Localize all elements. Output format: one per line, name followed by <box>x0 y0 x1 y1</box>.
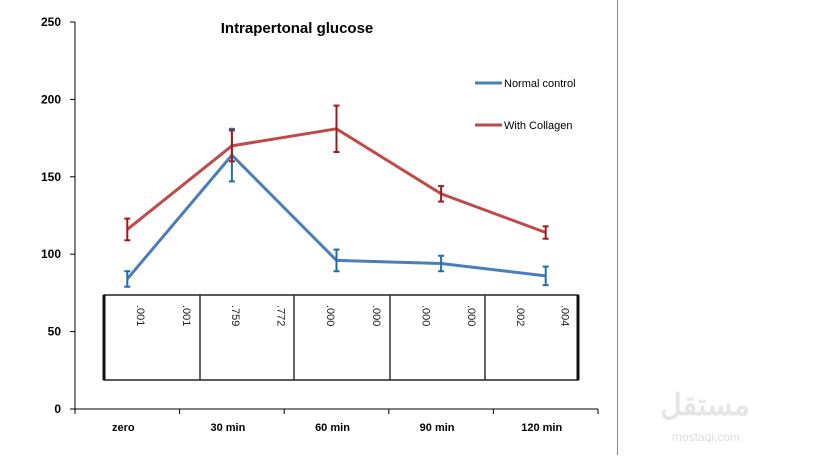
p-value: .759 <box>229 305 241 326</box>
p-value-table <box>103 294 579 381</box>
watermark-logo: مستقل <box>660 389 750 422</box>
legend-label: With Collagen <box>504 120 572 132</box>
y-tick-label: 150 <box>41 170 61 184</box>
y-tick-label: 250 <box>41 15 61 29</box>
x-tick-label: 30 min <box>210 422 245 434</box>
p-value: .001 <box>180 305 192 326</box>
watermark-text: mostaqi.com <box>672 430 741 444</box>
chart-title: Intrapertonal glucose <box>221 20 374 37</box>
p-value: .772 <box>274 305 286 326</box>
legend-label: Normal control <box>504 78 576 90</box>
p-value: .000 <box>465 305 477 326</box>
p-value: .002 <box>514 305 526 326</box>
p-value: .001 <box>134 305 146 326</box>
x-tick-label: zero <box>112 422 135 434</box>
y-tick-label: 100 <box>41 247 61 261</box>
p-value: .004 <box>559 305 571 326</box>
x-tick-label: 60 min <box>315 422 350 434</box>
p-value: .000 <box>324 305 336 326</box>
y-tick-label: 200 <box>41 92 61 106</box>
y-tick-label: 0 <box>54 402 61 416</box>
p-value: .000 <box>420 305 432 326</box>
chart-frame <box>617 0 618 455</box>
y-tick-label: 50 <box>48 325 62 339</box>
x-tick-label: 120 min <box>521 422 562 434</box>
p-value: .000 <box>370 305 382 326</box>
x-tick-label: 90 min <box>420 422 455 434</box>
